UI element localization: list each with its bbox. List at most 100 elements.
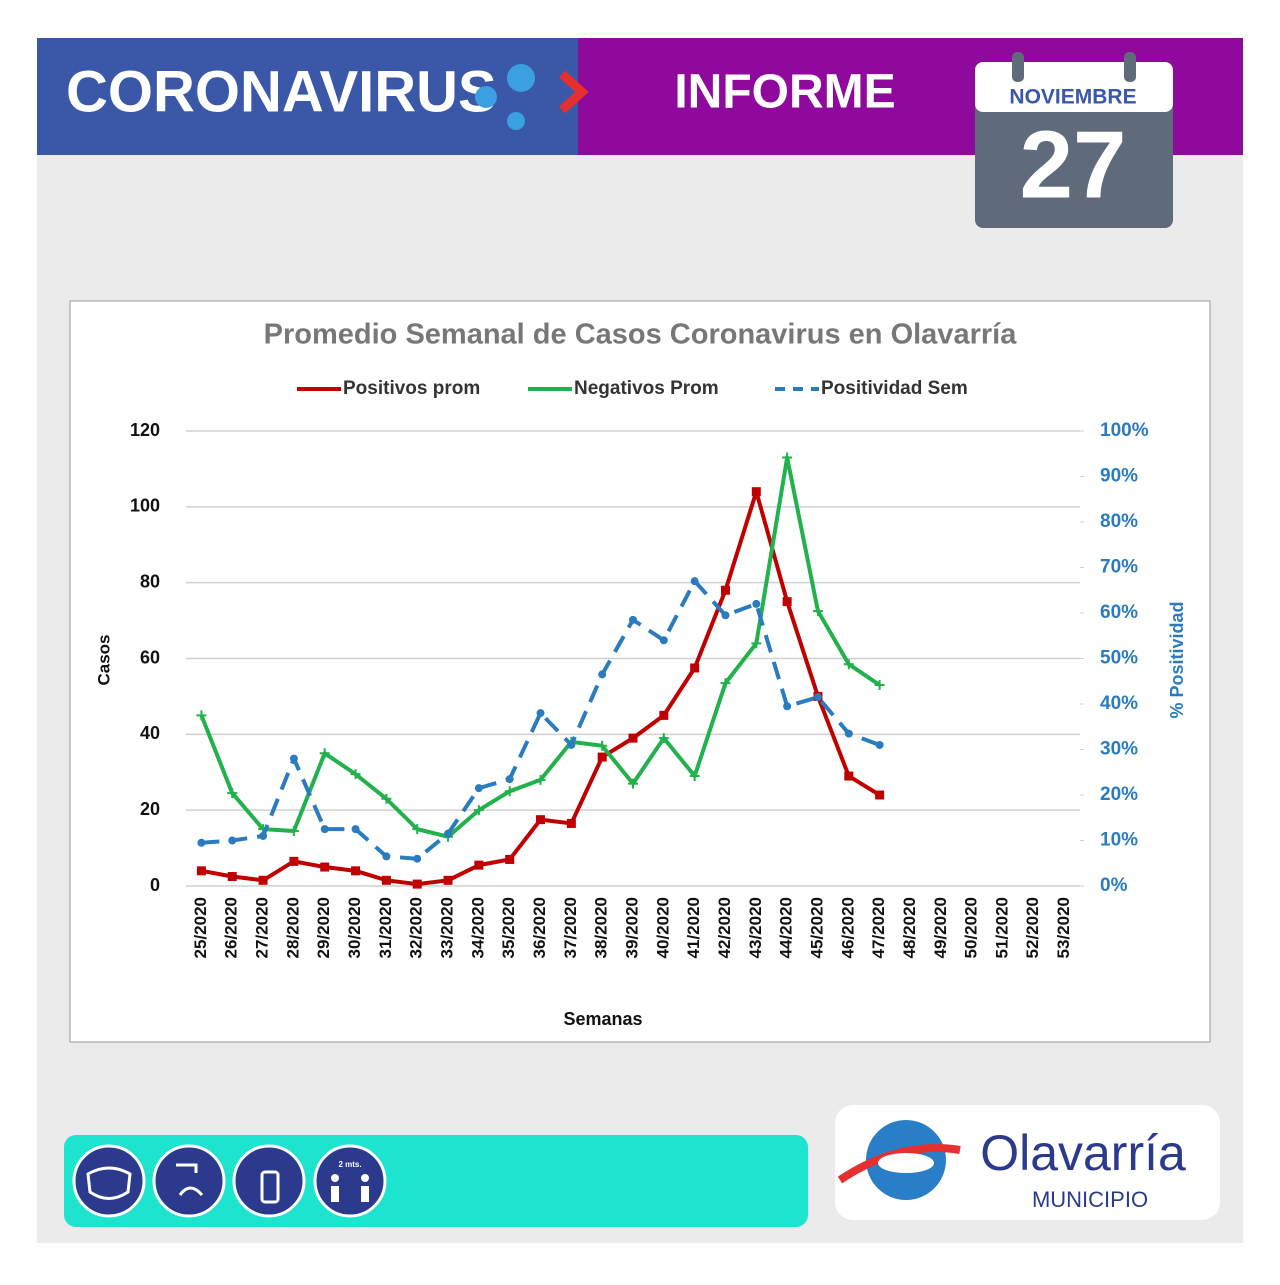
x-tick-label: 37/2020	[561, 897, 580, 958]
x-tick-label: 32/2020	[407, 897, 426, 958]
marker	[751, 638, 762, 649]
marker	[752, 599, 761, 608]
y2-tick-label: 30%	[1100, 739, 1138, 760]
header-right: INFORME	[674, 66, 895, 119]
marker	[444, 829, 453, 838]
x-tick-label: 39/2020	[622, 897, 641, 958]
x-tick-label: 43/2020	[746, 897, 765, 958]
calendar-day: 27	[1020, 111, 1127, 218]
x-tick-label: 28/2020	[283, 897, 302, 958]
marker	[535, 774, 546, 785]
icon-label: 2 mts.	[338, 1160, 361, 1169]
marker	[843, 659, 854, 670]
y2-tick-label: 40%	[1100, 693, 1138, 714]
marker	[720, 678, 731, 689]
marker	[505, 775, 514, 784]
marker	[474, 860, 484, 870]
logo-mark	[837, 1120, 961, 1200]
y-axis-label: Casos	[94, 634, 113, 685]
chart-frame	[69, 300, 1211, 1043]
x-tick-label: 26/2020	[222, 897, 241, 958]
marker	[196, 710, 207, 721]
marker	[875, 740, 884, 749]
x-tick-label: 27/2020	[253, 897, 272, 958]
marker	[659, 636, 668, 645]
marker	[721, 611, 730, 620]
marker	[690, 663, 700, 673]
marker	[319, 748, 330, 759]
x-tick-label: 35/2020	[499, 897, 518, 958]
marker	[258, 875, 268, 885]
x-tick-label: 47/2020	[869, 897, 888, 958]
marker	[382, 852, 391, 861]
y2-tick-label: 70%	[1100, 557, 1138, 578]
y2-tick-label: 20%	[1100, 784, 1138, 805]
marker	[381, 793, 392, 804]
marker	[567, 740, 576, 749]
marker	[689, 771, 700, 782]
marker	[597, 740, 608, 751]
series-line	[201, 579, 881, 861]
marker	[350, 769, 361, 780]
y2-tick-label: 90%	[1100, 466, 1138, 487]
marker	[783, 702, 792, 711]
x-tick-label: 33/2020	[438, 897, 457, 958]
y-tick-label: 120	[130, 420, 160, 440]
y2-tick-label: 50%	[1100, 648, 1138, 669]
marker	[474, 784, 483, 793]
virus-icons	[475, 64, 589, 130]
marker	[844, 771, 854, 781]
marker	[289, 754, 298, 763]
x-tick-label: 44/2020	[777, 897, 796, 958]
marker	[875, 790, 885, 800]
marker	[597, 752, 607, 762]
x-tick-label: 36/2020	[530, 897, 549, 958]
y-tick-label: 100	[130, 496, 160, 516]
marker	[351, 866, 361, 876]
marker	[504, 786, 515, 797]
marker	[351, 825, 360, 834]
marker	[566, 818, 576, 828]
prevention-icons	[72, 1144, 387, 1218]
x-tick-label: 51/2020	[992, 897, 1011, 958]
marker	[320, 825, 329, 834]
marker	[320, 862, 330, 872]
marker	[505, 854, 515, 864]
x-tick-label: 46/2020	[838, 897, 857, 958]
y2-tick-label: 10%	[1100, 830, 1138, 851]
x-tick-label: 38/2020	[592, 897, 611, 958]
x-tick-label: 41/2020	[684, 897, 703, 958]
marker	[473, 805, 484, 816]
marker	[629, 615, 637, 624]
marker	[658, 733, 669, 744]
x-tick-label: 42/2020	[715, 897, 734, 958]
marker	[812, 606, 823, 617]
calendar	[975, 52, 1173, 228]
marker	[844, 729, 853, 738]
y-tick-label: 60	[140, 647, 160, 667]
marker	[628, 733, 638, 743]
marker	[874, 680, 885, 691]
marker	[720, 585, 730, 595]
y2-axis-label: % Positividad	[1167, 601, 1187, 718]
marker	[443, 875, 453, 885]
y-tick-label: 40	[140, 723, 160, 743]
calendar-month: NOVIEMBRE	[1009, 86, 1136, 109]
marker	[536, 815, 546, 825]
marker	[536, 709, 545, 718]
x-tick-label: 53/2020	[1054, 897, 1073, 958]
marker	[751, 487, 761, 497]
y-tick-label: 20	[140, 799, 160, 819]
marker	[259, 831, 268, 840]
marker	[782, 597, 792, 607]
marker	[412, 879, 422, 889]
marker	[659, 710, 669, 720]
x-tick-label: 48/2020	[900, 897, 919, 958]
marker	[288, 826, 299, 837]
marker	[196, 866, 206, 876]
marker	[227, 872, 237, 882]
x-tick-label: 29/2020	[314, 897, 333, 958]
marker	[628, 778, 638, 789]
marker	[227, 788, 238, 799]
x-tick-label: 34/2020	[468, 897, 487, 958]
